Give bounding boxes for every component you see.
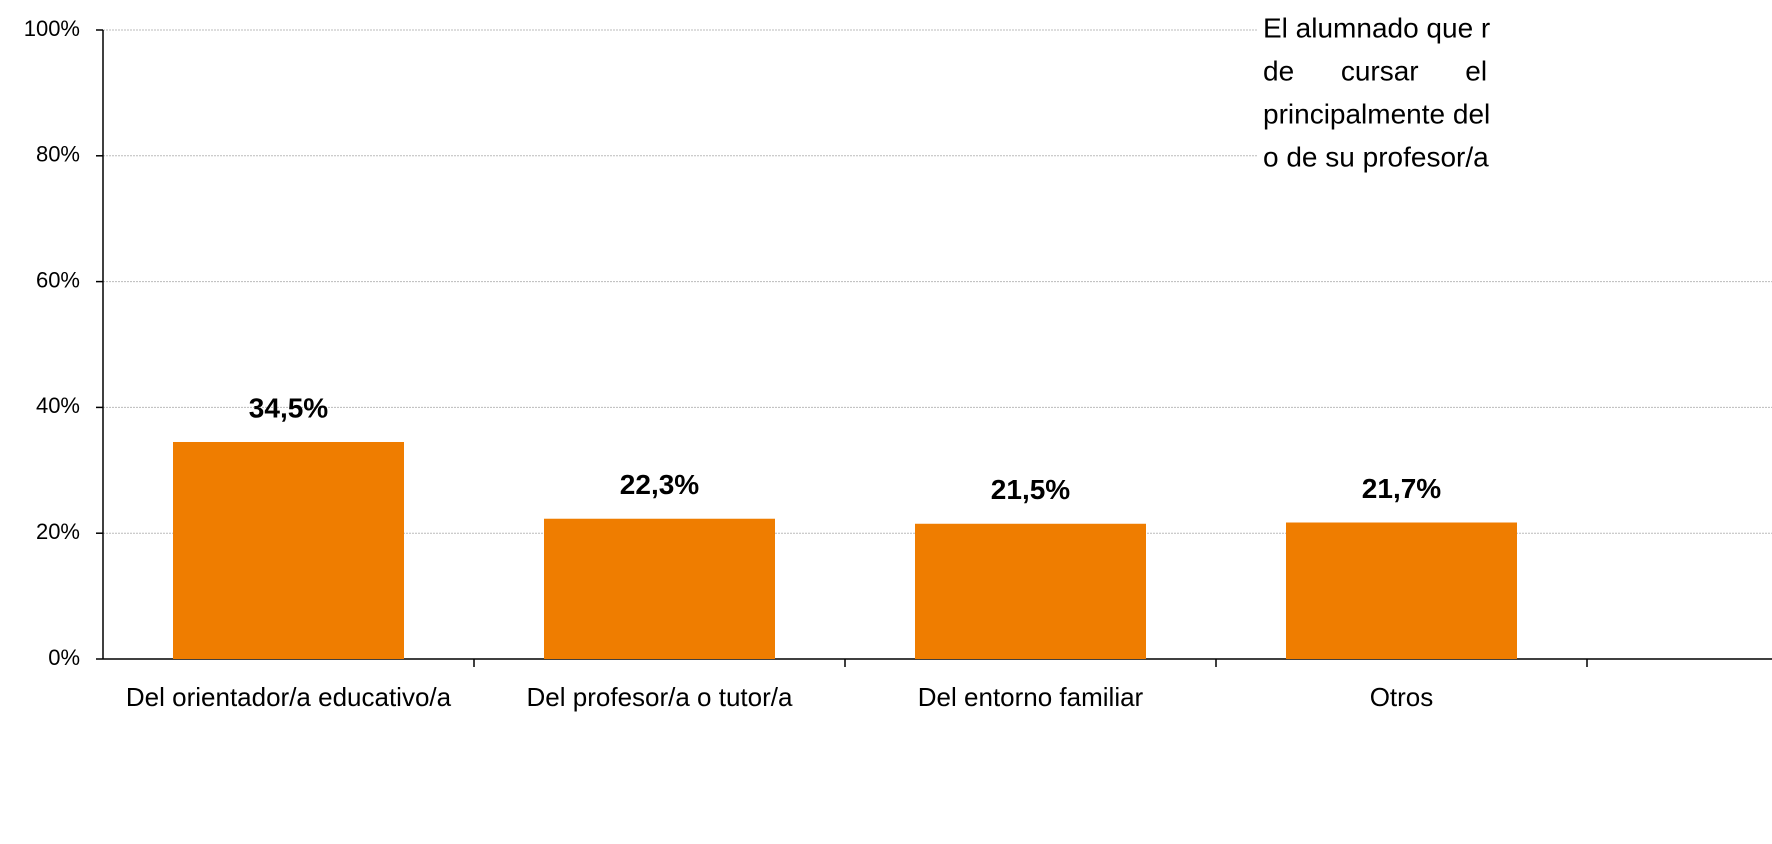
y-tick-label: 100%	[24, 16, 80, 41]
x-tick-label: Otros	[1369, 682, 1434, 712]
data-label: 21,5%	[991, 474, 1070, 505]
y-tick-label: 20%	[36, 519, 80, 544]
annotation-line: principalmente del	[1263, 98, 1490, 129]
annotation-line: El alumnado que r	[1263, 12, 1490, 43]
bar	[915, 523, 1146, 659]
y-tick-label: 60%	[36, 267, 80, 292]
x-tick-label: Del orientador/a educativo/a	[125, 682, 452, 712]
annotation-line: de cursar el	[1263, 55, 1487, 86]
annotation-bg	[1258, 8, 1772, 184]
y-tick-label: 0%	[48, 645, 80, 670]
y-tick-label: 40%	[36, 393, 80, 418]
data-label: 34,5%	[249, 392, 328, 423]
y-tick-label: 80%	[36, 142, 80, 167]
data-label: 21,7%	[1362, 473, 1441, 504]
annotation-line: o de su profesor/a	[1263, 141, 1489, 172]
bar	[544, 518, 775, 659]
x-tick-label: Del entorno familiar	[917, 682, 1144, 712]
bar	[173, 441, 404, 659]
bar	[1286, 522, 1517, 659]
x-tick-label: Del profesor/a o tutor/a	[526, 682, 793, 712]
data-label: 22,3%	[620, 469, 699, 500]
